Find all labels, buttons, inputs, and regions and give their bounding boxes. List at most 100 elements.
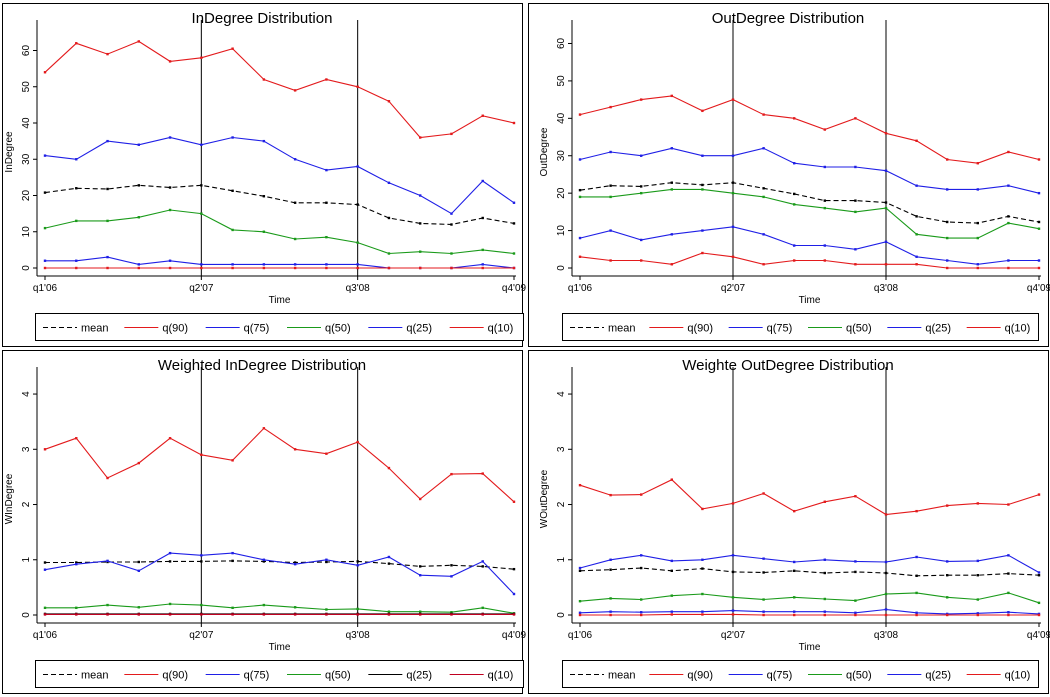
data-point: [75, 266, 78, 270]
data-point: [325, 78, 328, 81]
legend-label: q(50): [325, 323, 351, 335]
data-point: [640, 493, 643, 496]
legend-label: q(10): [488, 323, 514, 335]
data-point: [823, 500, 826, 503]
data-point: [356, 560, 359, 563]
data-point: [731, 596, 735, 599]
x-tick-label: q1'06: [33, 283, 58, 294]
data-point: [293, 562, 297, 566]
data-point: [793, 596, 796, 599]
data-point: [1007, 184, 1010, 187]
legend-box: [35, 313, 524, 341]
data-point: [915, 215, 918, 218]
data-point: [946, 560, 949, 563]
series-q75: [578, 147, 1041, 195]
data-point: [915, 591, 918, 595]
data-point: [762, 147, 765, 150]
y-tick-label: 4: [21, 391, 32, 397]
y-tick-label: 30: [21, 153, 32, 165]
legend-label: q(90): [687, 323, 713, 335]
series-q10: [578, 613, 1041, 617]
data-point: [915, 555, 918, 559]
data-point: [356, 85, 359, 88]
y-tick-label: 0: [21, 265, 32, 271]
data-point: [823, 199, 826, 202]
data-point: [976, 574, 979, 577]
data-point: [43, 259, 47, 262]
x-tick-label: q3'08: [874, 283, 899, 294]
series-q50: [578, 591, 1041, 605]
data-point: [481, 613, 484, 616]
data-point: [419, 136, 422, 139]
data-point: [578, 599, 582, 603]
data-point: [578, 236, 582, 240]
data-point: [701, 251, 704, 255]
data-point: [884, 240, 888, 244]
data-point: [387, 562, 391, 565]
data-point: [387, 181, 391, 185]
data-point: [793, 203, 796, 206]
data-point: [578, 113, 582, 116]
series-q10: [578, 251, 1041, 270]
data-point: [609, 597, 612, 600]
data-point: [793, 610, 796, 613]
legend-label: q(90): [162, 670, 188, 682]
data-point: [640, 259, 643, 262]
data-point: [262, 139, 266, 143]
data-point: [387, 252, 391, 255]
x-axis-label: Time: [799, 295, 821, 306]
data-point: [670, 94, 673, 98]
data-point: [293, 263, 297, 266]
data-point: [200, 212, 203, 215]
data-point: [701, 109, 704, 113]
data-point: [762, 557, 765, 560]
y-tick-label: 30: [556, 150, 567, 162]
data-point: [293, 606, 297, 609]
data-point: [262, 558, 266, 561]
data-point: [670, 594, 673, 597]
data-point: [823, 206, 826, 210]
data-point: [1037, 227, 1041, 230]
y-tick-label: 1: [21, 557, 32, 563]
data-point: [106, 219, 109, 223]
data-point: [481, 565, 484, 568]
data-point: [609, 493, 612, 497]
legend-box: [562, 313, 1039, 341]
data-point: [231, 559, 234, 563]
panel-frame: [2, 350, 523, 694]
data-point: [419, 613, 422, 616]
data-point: [854, 613, 857, 617]
data-point: [976, 188, 979, 191]
data-point: [106, 476, 109, 480]
chart-title: InDegree Distribution: [192, 10, 333, 27]
data-point: [701, 229, 704, 232]
data-point: [1037, 601, 1041, 605]
data-point: [731, 191, 735, 195]
data-point: [976, 263, 979, 266]
data-point: [293, 448, 297, 451]
legend-label: q(50): [325, 670, 351, 682]
data-point: [609, 568, 612, 571]
data-point: [670, 569, 673, 573]
x-tick-label: q2'07: [189, 283, 214, 294]
legend-label: q(25): [925, 323, 951, 335]
data-point: [731, 98, 735, 101]
data-point: [946, 188, 949, 191]
data-point: [262, 603, 266, 607]
data-point: [1007, 611, 1010, 614]
series-line: [44, 184, 515, 226]
data-point: [231, 606, 234, 610]
data-point: [670, 478, 673, 481]
data-point: [137, 266, 140, 270]
data-point: [419, 610, 422, 613]
data-point: [356, 607, 359, 611]
data-point: [231, 47, 234, 50]
data-point: [793, 613, 796, 617]
data-point: [915, 255, 918, 258]
data-point: [915, 233, 918, 236]
data-point: [1037, 191, 1041, 195]
data-point: [200, 453, 203, 457]
data-point: [231, 459, 234, 462]
legend-label: q(10): [488, 670, 514, 682]
data-point: [450, 266, 453, 270]
